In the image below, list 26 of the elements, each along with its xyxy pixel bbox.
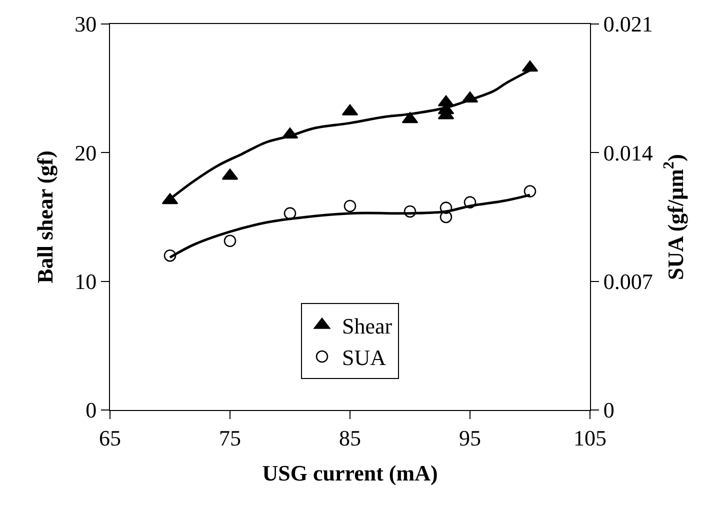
point [524, 185, 536, 198]
point [344, 200, 356, 212]
y-axis-title: Ball shear (gf) [32, 150, 58, 284]
y2-tick-label: 0.007 [603, 269, 653, 294]
y-tick-label: 0 [86, 398, 97, 423]
point [224, 234, 236, 248]
x-tick-label: 95 [459, 425, 481, 450]
y2-tick-label: 0 [603, 398, 614, 423]
point [164, 249, 176, 262]
y-tick-label: 20 [74, 140, 97, 166]
y-tick-label: 30 [74, 12, 97, 37]
legend-label: Shear [342, 314, 393, 338]
x-tick-label: 85 [339, 425, 361, 450]
y2-tick-label: 0.021 [603, 12, 653, 37]
y2-tick-label: 0.014 [603, 140, 653, 166]
x-tick-label: 105 [574, 425, 606, 450]
x-axis-title: USG current (mA) [262, 460, 438, 486]
legend-label: SUA [342, 345, 386, 370]
point [440, 202, 452, 214]
point [404, 205, 416, 218]
x-tick-label: 65 [99, 425, 121, 450]
point [284, 207, 296, 220]
y-tick-label: 10 [74, 269, 97, 294]
x-tick-label: 75 [219, 425, 241, 450]
point [464, 196, 476, 208]
point [440, 210, 452, 224]
